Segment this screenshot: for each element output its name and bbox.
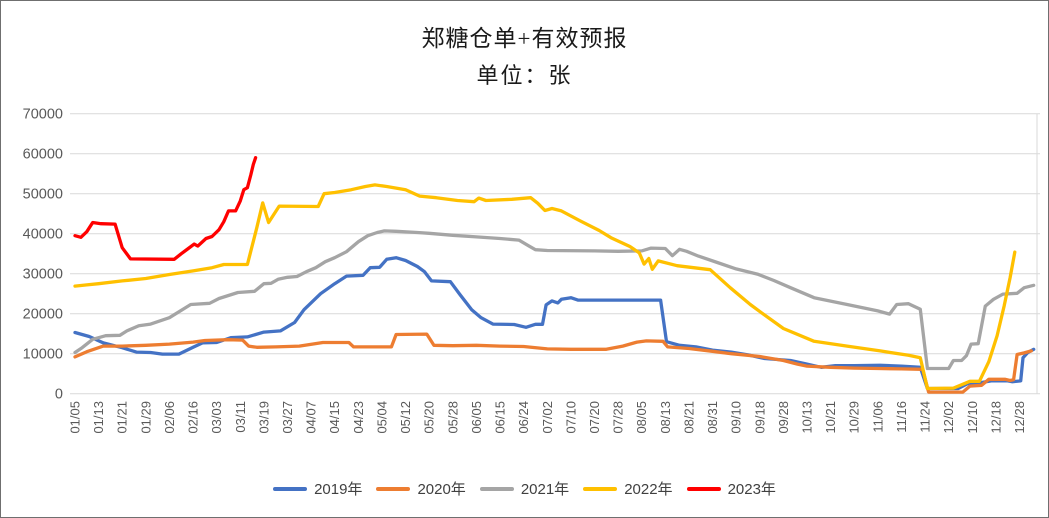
x-tick-label: 04/23 xyxy=(351,401,366,434)
x-tick-label: 07/10 xyxy=(563,401,578,434)
x-tick-label: 08/31 xyxy=(705,401,720,434)
x-tick-label: 11/06 xyxy=(870,401,885,433)
x-tick-label: 10/21 xyxy=(823,401,838,434)
legend-label: 2023年 xyxy=(727,481,776,498)
series-line-2019年 xyxy=(73,256,1036,391)
x-tick-label: 06/24 xyxy=(516,401,531,434)
y-tick-label: 0 xyxy=(55,387,63,403)
x-tick-label: 04/07 xyxy=(304,401,319,434)
x-tick-label: 09/28 xyxy=(776,401,791,434)
chart-subtitle: 单位：张 xyxy=(476,63,573,88)
chart-legend: 2019年 2020年 2021年 2022年 2023年 xyxy=(1,478,1048,499)
x-tick-label: 01/05 xyxy=(68,401,83,434)
x-tick-label: 12/02 xyxy=(941,401,956,434)
legend-item-2019年: 2019年 xyxy=(273,478,362,499)
x-tick-label: 03/03 xyxy=(209,401,224,434)
x-tick-label: 07/02 xyxy=(540,401,555,434)
x-tick-label: 05/20 xyxy=(422,401,437,434)
y-tick-label: 30000 xyxy=(23,267,63,283)
x-tick-label: 07/20 xyxy=(587,401,602,434)
legend-item-2022年: 2022年 xyxy=(583,478,673,499)
legend-item-2023年: 2023年 xyxy=(686,478,776,499)
x-tick-label: 11/16 xyxy=(894,401,909,433)
legend-item-2020年: 2020年 xyxy=(376,478,466,499)
x-axis-labels: 01/05 01/13 01/21 01/29 02/06 02/16 03/03 03/11… xyxy=(68,401,1028,434)
series-line-2021年 xyxy=(73,229,1036,371)
x-tick-label: 10/29 xyxy=(847,401,862,434)
legend-swatch xyxy=(479,486,514,491)
x-tick-label: 05/04 xyxy=(374,401,389,434)
x-tick-label: 02/06 xyxy=(162,401,177,434)
series-line-2023年 xyxy=(73,156,258,261)
y-axis-labels: 0 10000 20000 30000 40000 50000 60000 70000 xyxy=(23,107,63,403)
x-tick-label: 03/27 xyxy=(280,401,295,434)
x-tick-label: 07/28 xyxy=(611,401,626,434)
y-tick-label: 10000 xyxy=(23,347,63,363)
x-tick-label: 09/18 xyxy=(752,401,767,434)
x-tick-label: 12/10 xyxy=(965,401,980,434)
x-tick-label: 10/13 xyxy=(799,401,814,434)
x-tick-label: 03/11 xyxy=(233,401,248,433)
series-line-2022年 xyxy=(73,183,1017,391)
x-tick-label: 05/12 xyxy=(398,401,413,434)
y-tick-label: 70000 xyxy=(23,107,63,123)
x-tick-label: 01/29 xyxy=(138,401,153,434)
legend-label: 2020年 xyxy=(417,481,466,498)
x-tick-label: 09/10 xyxy=(729,401,744,434)
x-tick-label: 03/19 xyxy=(256,401,271,434)
x-tick-label: 02/16 xyxy=(186,401,201,434)
x-tick-label: 01/21 xyxy=(115,401,130,434)
legend-label: 2022年 xyxy=(624,481,673,498)
x-tick-label: 08/13 xyxy=(658,401,673,434)
chart-title-block: 郑糖仓单+有效预报 单位：张 xyxy=(1,19,1048,90)
x-tick-label: 12/28 xyxy=(1012,401,1027,434)
legend-swatch xyxy=(686,486,721,491)
x-tick-label: 08/21 xyxy=(681,401,696,434)
legend-label: 2021年 xyxy=(520,481,570,498)
legend-swatch xyxy=(273,486,308,491)
series-lines xyxy=(73,156,1036,394)
x-tick-label: 11/24 xyxy=(918,401,933,433)
legend-label: 2019年 xyxy=(314,481,363,498)
x-tick-label: 05/28 xyxy=(445,401,460,434)
y-tick-label: 50000 xyxy=(23,187,63,203)
y-tick-label: 60000 xyxy=(23,147,63,163)
legend-swatch xyxy=(583,486,618,491)
x-tick-label: 06/15 xyxy=(493,401,508,434)
gridlines xyxy=(70,113,1040,395)
legend-swatch xyxy=(376,486,411,491)
x-tick-label: 12/18 xyxy=(988,401,1003,434)
legend-item-2021年: 2021年 xyxy=(479,478,570,499)
chart-title: 郑糖仓单+有效预报 xyxy=(421,26,628,51)
series-line-2020年 xyxy=(73,332,1033,394)
x-tick-label: 01/13 xyxy=(91,401,106,434)
y-tick-label: 40000 xyxy=(23,227,63,243)
x-tick-label: 08/05 xyxy=(634,401,649,434)
y-tick-label: 20000 xyxy=(23,307,63,323)
x-tick-label: 04/15 xyxy=(327,401,342,434)
x-tick-label: 06/05 xyxy=(469,401,484,434)
